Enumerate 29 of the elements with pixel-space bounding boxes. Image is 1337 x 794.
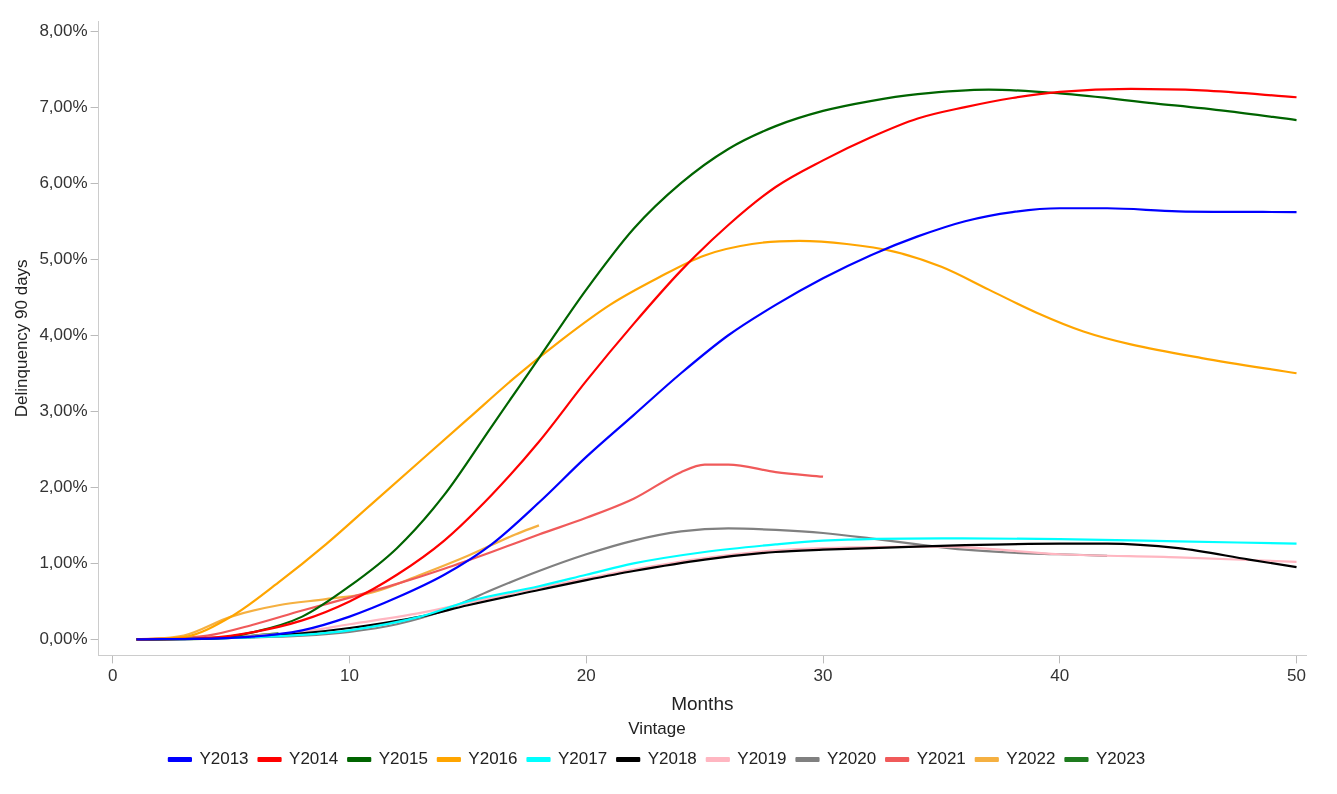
y-tick-label: 6,00% [39, 172, 88, 192]
legend-label: Y2021 [916, 749, 966, 769]
y-tick-label: 4,00% [39, 324, 88, 344]
x-tick-label: 50 [1287, 666, 1306, 686]
legend-label: Y2014 [289, 749, 339, 769]
legend-title: Vintage [628, 718, 686, 738]
y-tick-label: 2,00% [39, 477, 88, 497]
legend-label: Y2017 [558, 749, 608, 769]
y-tick-label: 5,00% [39, 248, 88, 268]
y-tick-label: 0,00% [39, 629, 88, 649]
legend-label: Y2019 [737, 749, 787, 769]
legend-label: Y2015 [378, 749, 428, 769]
x-tick-label: 10 [340, 666, 360, 686]
y-tick-label: 7,00% [39, 96, 88, 116]
y-tick-label: 1,00% [39, 553, 88, 573]
y-tick-label: 3,00% [39, 400, 88, 420]
legend-label: Y2016 [468, 749, 518, 769]
x-tick-label: 30 [813, 666, 833, 686]
x-axis-title: Months [671, 693, 734, 715]
y-tick-label: 8,00% [39, 20, 88, 40]
legend-label: Y2022 [1006, 749, 1056, 769]
legend-label: Y2013 [199, 749, 249, 769]
x-tick-label: 0 [108, 666, 118, 686]
legend-label: Y2020 [826, 749, 877, 769]
x-tick-label: 40 [1050, 666, 1070, 686]
x-tick-label: 20 [576, 666, 596, 686]
legend-label: Y2018 [647, 749, 697, 769]
y-axis-title: Delinquency 90 days [11, 259, 31, 418]
legend-label: Y2023 [1095, 749, 1146, 769]
